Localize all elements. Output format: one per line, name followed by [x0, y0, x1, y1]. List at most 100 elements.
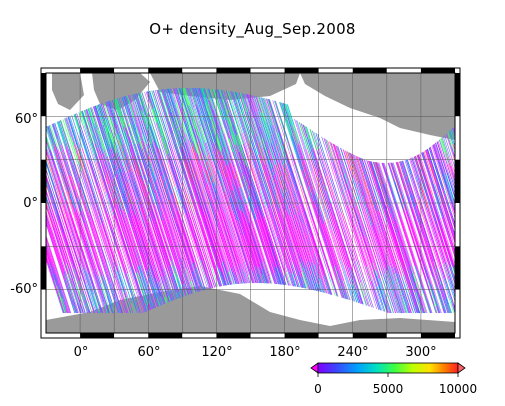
track-segment	[464, 224, 469, 241]
track-segment	[178, 291, 181, 298]
track-segment	[363, 183, 372, 208]
track-segment	[120, 207, 126, 222]
track-segment	[501, 153, 505, 179]
track-segment	[235, 149, 245, 176]
track-segment	[69, 292, 77, 314]
track-segment	[435, 257, 441, 272]
track-segment	[410, 282, 416, 299]
track-segment	[465, 145, 470, 161]
track-segment	[490, 249, 497, 272]
track-segment	[249, 181, 258, 204]
track-segment	[266, 179, 277, 209]
track-segment	[142, 274, 154, 307]
track-segment	[433, 202, 444, 231]
track-segment	[487, 272, 494, 292]
track-segment	[118, 181, 125, 200]
track-segment	[407, 294, 414, 314]
track-segment	[253, 251, 261, 272]
track-segment	[67, 148, 77, 174]
track-segment	[313, 254, 322, 278]
track-segment	[215, 89, 224, 112]
track-segment	[184, 214, 194, 238]
track-segment	[190, 227, 197, 247]
track-segment	[272, 161, 282, 190]
track-segment	[195, 129, 201, 144]
track-segment	[313, 254, 319, 269]
track-segment	[178, 205, 189, 236]
track-segment	[479, 153, 487, 179]
track-segment	[231, 262, 239, 284]
track-segment	[303, 125, 308, 138]
track-segment	[239, 92, 249, 120]
track-segment	[484, 149, 488, 163]
track-segment	[174, 223, 181, 244]
track-segment	[435, 174, 444, 200]
track-segment	[499, 258, 503, 272]
track-segment	[501, 225, 505, 246]
track-segment	[62, 234, 73, 266]
track-segment	[471, 227, 479, 252]
track-segment	[46, 190, 50, 204]
track-segment	[60, 221, 71, 252]
track-segment	[223, 206, 235, 240]
track-segment	[21, 176, 27, 194]
track-segment	[217, 89, 227, 117]
track-segment	[99, 305, 103, 314]
track-segment	[26, 128, 35, 157]
track-segment	[346, 205, 353, 223]
track-segment	[86, 109, 93, 126]
track-segment	[274, 267, 280, 281]
track-segment	[446, 225, 452, 239]
track-segment	[323, 239, 335, 272]
track-segment	[76, 221, 82, 236]
track-segment	[193, 87, 199, 103]
track-segment	[70, 174, 80, 202]
track-segment	[205, 186, 211, 200]
track-segment	[475, 161, 480, 178]
track-segment	[476, 159, 480, 171]
track-segment	[126, 211, 138, 246]
track-segment	[398, 292, 406, 314]
track-segment	[83, 110, 96, 144]
track-segment	[391, 219, 401, 247]
track-segment	[463, 128, 467, 141]
track-segment	[475, 259, 485, 289]
track-segment	[201, 277, 206, 290]
track-segment	[165, 253, 174, 275]
track-segment	[485, 299, 489, 313]
track-segment	[227, 270, 233, 285]
track-segment	[471, 128, 477, 148]
track-segment	[326, 288, 329, 294]
track-segment	[121, 304, 126, 314]
track-segment	[368, 186, 373, 200]
track-segment	[276, 267, 283, 285]
track-segment	[406, 159, 415, 184]
track-segment	[475, 128, 480, 144]
track-segment	[381, 162, 387, 176]
track-segment	[465, 243, 472, 264]
track-segment	[194, 264, 204, 291]
track-segment	[496, 186, 505, 214]
track-segment	[124, 237, 131, 254]
track-segment	[288, 145, 295, 163]
track-segment	[488, 159, 498, 189]
track-segment	[355, 243, 367, 275]
track-segment	[124, 222, 133, 247]
track-segment	[448, 237, 454, 251]
track-segment	[498, 192, 504, 209]
track-segment	[116, 152, 126, 182]
track-segment	[169, 239, 177, 261]
track-segment	[166, 300, 168, 303]
track-segment	[203, 149, 210, 168]
track-segment	[338, 240, 348, 266]
track-segment	[415, 292, 424, 314]
track-segment	[188, 107, 196, 130]
track-segment	[335, 269, 342, 286]
track-segment	[465, 128, 470, 144]
track-segment	[252, 277, 256, 284]
track-segment	[99, 150, 108, 172]
track-segment	[209, 105, 220, 133]
track-segment	[218, 132, 228, 160]
track-segment	[103, 242, 110, 261]
track-segment	[173, 88, 182, 115]
